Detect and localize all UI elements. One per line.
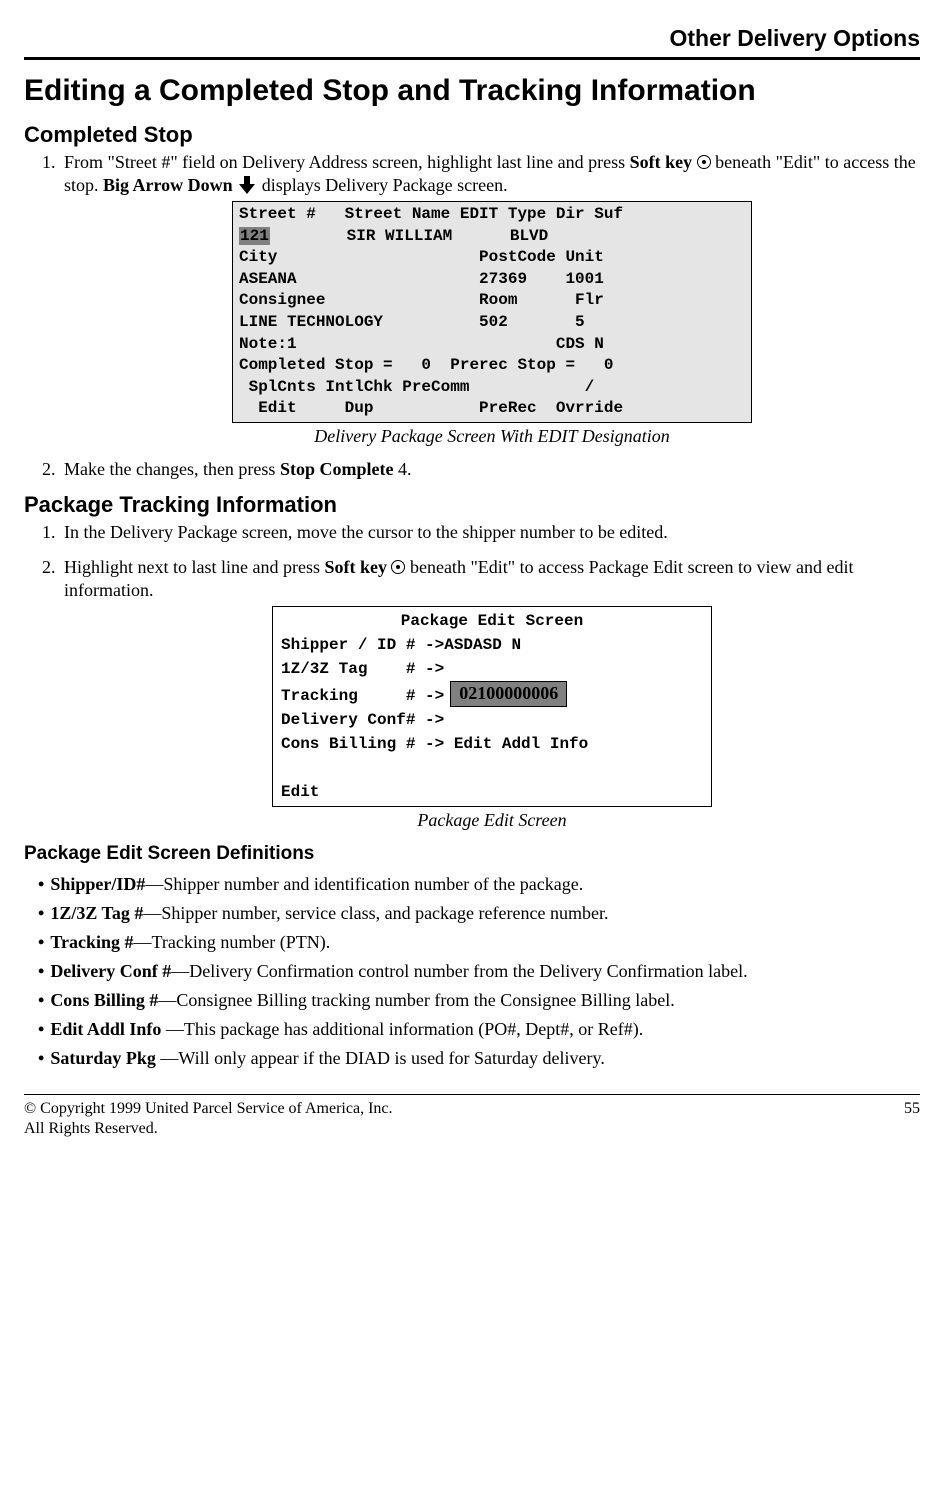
screen-line: Edit Dup PreRec Ovrride — [239, 399, 623, 417]
screen-line: ASEANA 27369 1001 — [239, 270, 604, 288]
tracking-info-list: In the Delivery Package screen, move the… — [24, 521, 920, 832]
bold-text: Stop Complete — [280, 459, 394, 479]
page-number: 55 — [904, 1099, 920, 1140]
screen-line: Edit — [281, 780, 703, 804]
list-item: From "Street #" field on Delivery Addres… — [60, 151, 920, 448]
screen2-wrap: Package Edit Screen Shipper / ID # ->ASD… — [272, 606, 712, 832]
definition: —Shipper number, service class, and pack… — [143, 903, 608, 923]
section-tracking-info: Package Tracking Information — [24, 491, 920, 519]
list-item: Make the changes, then press Stop Comple… — [60, 458, 920, 481]
definition: —Will only appear if the DIAD is used fo… — [160, 1048, 605, 1068]
page-title: Editing a Completed Stop and Tracking In… — [24, 72, 920, 110]
list-item: Cons Billing #—Consignee Billing trackin… — [54, 989, 920, 1012]
copyright-line: © Copyright 1999 United Parcel Service o… — [24, 1099, 393, 1119]
bold-text: Soft key — [630, 152, 693, 172]
text: 4. — [393, 459, 411, 479]
screen-line: SIR WILLIAM BLVD — [270, 227, 548, 245]
screen-line: Shipper / ID # ->ASDASD N — [281, 633, 703, 657]
screen2-title: Package Edit Screen — [281, 609, 703, 633]
text: From "Street #" field on Delivery Addres… — [64, 152, 630, 172]
tracking-number-value: 02100000006 — [450, 681, 567, 706]
bold-text: Soft key — [324, 557, 387, 577]
definition: —Delivery Confirmation control number fr… — [171, 961, 747, 981]
term: Saturday Pkg — [50, 1048, 160, 1068]
down-arrow-icon — [237, 176, 257, 194]
list-item: 1Z/3Z Tag #—Shipper number, service clas… — [54, 902, 920, 925]
label: Tracking # -> — [281, 687, 444, 705]
list-item: In the Delivery Package screen, move the… — [60, 521, 920, 544]
highlighted-field: 121 — [239, 227, 270, 245]
definition: —Shipper number and identification numbe… — [145, 874, 583, 894]
delivery-package-screen: Street # Street Name EDIT Type Dir Suf 1… — [232, 201, 752, 423]
package-edit-screen: Package Edit Screen Shipper / ID # ->ASD… — [272, 606, 712, 807]
list-item: Saturday Pkg —Will only appear if the DI… — [54, 1047, 920, 1070]
list-item: Tracking #—Tracking number (PTN). — [54, 931, 920, 954]
list-item: Shipper/ID#—Shipper number and identific… — [54, 873, 920, 896]
definitions-list: Shipper/ID#—Shipper number and identific… — [24, 873, 920, 1070]
screen-line: City PostCode Unit — [239, 248, 604, 266]
screen-line: 1Z/3Z Tag # -> — [281, 657, 703, 681]
screen-line: Street # Street Name EDIT Type Dir Suf — [239, 205, 623, 223]
screen-line: Tracking # -> 02100000006 — [281, 681, 703, 708]
term: Shipper/ID# — [50, 874, 145, 894]
section-definitions: Package Edit Screen Definitions — [24, 842, 920, 866]
screen1-caption: Delivery Package Screen With EDIT Design… — [232, 425, 752, 448]
bold-text: Big Arrow Down — [103, 175, 233, 195]
screen1-wrap: Street # Street Name EDIT Type Dir Suf 1… — [232, 201, 752, 448]
list-item: Edit Addl Info —This package has additio… — [54, 1018, 920, 1041]
definition: —Consignee Billing tracking number from … — [158, 990, 674, 1010]
softkey-icon — [391, 560, 405, 574]
screen2-caption: Package Edit Screen — [272, 809, 712, 832]
screen-line: Delivery Conf# -> — [281, 708, 703, 732]
top-rule — [24, 57, 920, 60]
screen-line: Completed Stop = 0 Prerec Stop = 0 — [239, 356, 613, 374]
softkey-icon — [697, 155, 711, 169]
term: Delivery Conf # — [50, 961, 171, 981]
definition: —Tracking number (PTN). — [133, 932, 330, 952]
term: Edit Addl Info — [50, 1019, 166, 1039]
text: Make the changes, then press — [64, 459, 280, 479]
screen-line: Consignee Room Flr — [239, 291, 604, 309]
chapter-header: Other Delivery Options — [24, 24, 920, 53]
rights-line: All Rights Reserved. — [24, 1119, 393, 1139]
term: Cons Billing # — [50, 990, 158, 1010]
footer-left: © Copyright 1999 United Parcel Service o… — [24, 1099, 393, 1140]
screen-line: Note:1 CDS N — [239, 335, 604, 353]
screen-line: SplCnts IntlChk PreComm / — [239, 378, 594, 396]
bottom-rule — [24, 1094, 920, 1095]
section-completed-stop: Completed Stop — [24, 121, 920, 149]
page-footer: © Copyright 1999 United Parcel Service o… — [24, 1099, 920, 1140]
list-item: Highlight next to last line and press So… — [60, 556, 920, 832]
screen-line: LINE TECHNOLOGY 502 5 — [239, 313, 585, 331]
term: 1Z/3Z Tag # — [50, 903, 143, 923]
definition: —This package has additional information… — [166, 1019, 643, 1039]
term: Tracking # — [50, 932, 133, 952]
screen-line — [281, 756, 703, 780]
text: Highlight next to last line and press — [64, 557, 324, 577]
list-item: Delivery Conf #—Delivery Confirmation co… — [54, 960, 920, 983]
text: In the Delivery Package screen, move the… — [64, 522, 668, 542]
screen-line: Cons Billing # -> Edit Addl Info — [281, 732, 703, 756]
text: displays Delivery Package screen. — [257, 175, 507, 195]
completed-stop-list: From "Street #" field on Delivery Addres… — [24, 151, 920, 481]
